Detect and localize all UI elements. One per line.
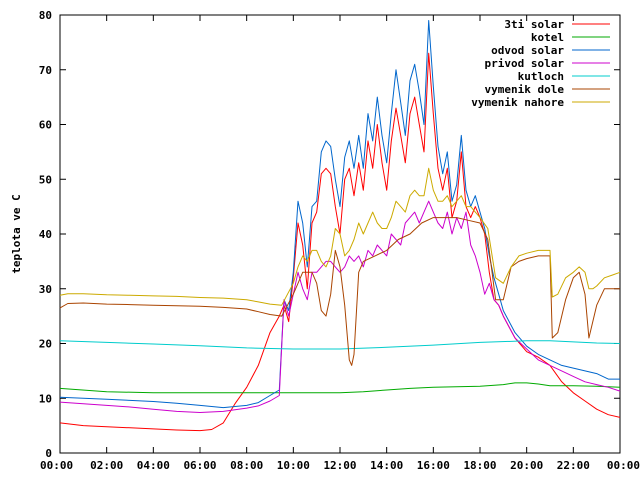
x-tick-label: 04:00 [137,459,170,472]
series-line-kotel [59,382,621,394]
series-line-privod-solar [59,200,621,413]
x-tick-label: 20:00 [510,459,543,472]
legend-label-odvod-solar: odvod solar [491,44,564,57]
x-tick-label: 14:00 [370,459,403,472]
y-tick-label: 0 [45,447,52,460]
legend-label-3ti-solar: 3ti solar [504,18,564,31]
legend-label-kotel: kotel [531,31,564,44]
series-lines [59,20,621,432]
series-line-vymenik-dole [59,217,620,366]
x-tick-label: 16:00 [417,459,450,472]
y-tick-label: 70 [39,64,52,77]
x-tick-label: 18:00 [463,459,496,472]
x-tick-label: 10:00 [277,459,310,472]
x-tick-label: 08:00 [230,459,263,472]
y-tick-label: 60 [39,119,52,132]
legend-label-vymenik-dole: vymenik dole [485,83,565,96]
x-tick-label: 06:00 [183,459,216,472]
series-line-kutloch [59,340,621,350]
y-tick-label: 20 [39,338,52,351]
x-tick-label: 12:00 [323,459,356,472]
axis-ticks: 0 10 20 30 40 50 60 70 80 00:00 02:00 04:00 06:00 08:… [39,9,640,472]
y-tick-label: 50 [39,173,52,186]
x-tick-label: 00:00 [607,459,640,472]
x-tick-label: 02:00 [90,459,123,472]
x-tick-label: 22:00 [557,459,590,472]
y-tick-label: 40 [39,228,52,241]
y-axis-title: teplota ve C [10,194,23,273]
x-tick-label: 00:00 [40,459,73,472]
y-tick-label: 80 [39,9,52,22]
series-line-3ti-solar [59,52,621,432]
legend-label-privod-solar: privod solar [485,57,565,70]
series-line-vymenik-nahore [59,167,621,306]
y-tick-label: 30 [39,283,52,296]
legend-label-kutloch: kutloch [518,70,564,83]
y-tick-label: 10 [39,392,52,405]
legend-label-vymenik-nahore: vymenik nahore [471,96,564,109]
